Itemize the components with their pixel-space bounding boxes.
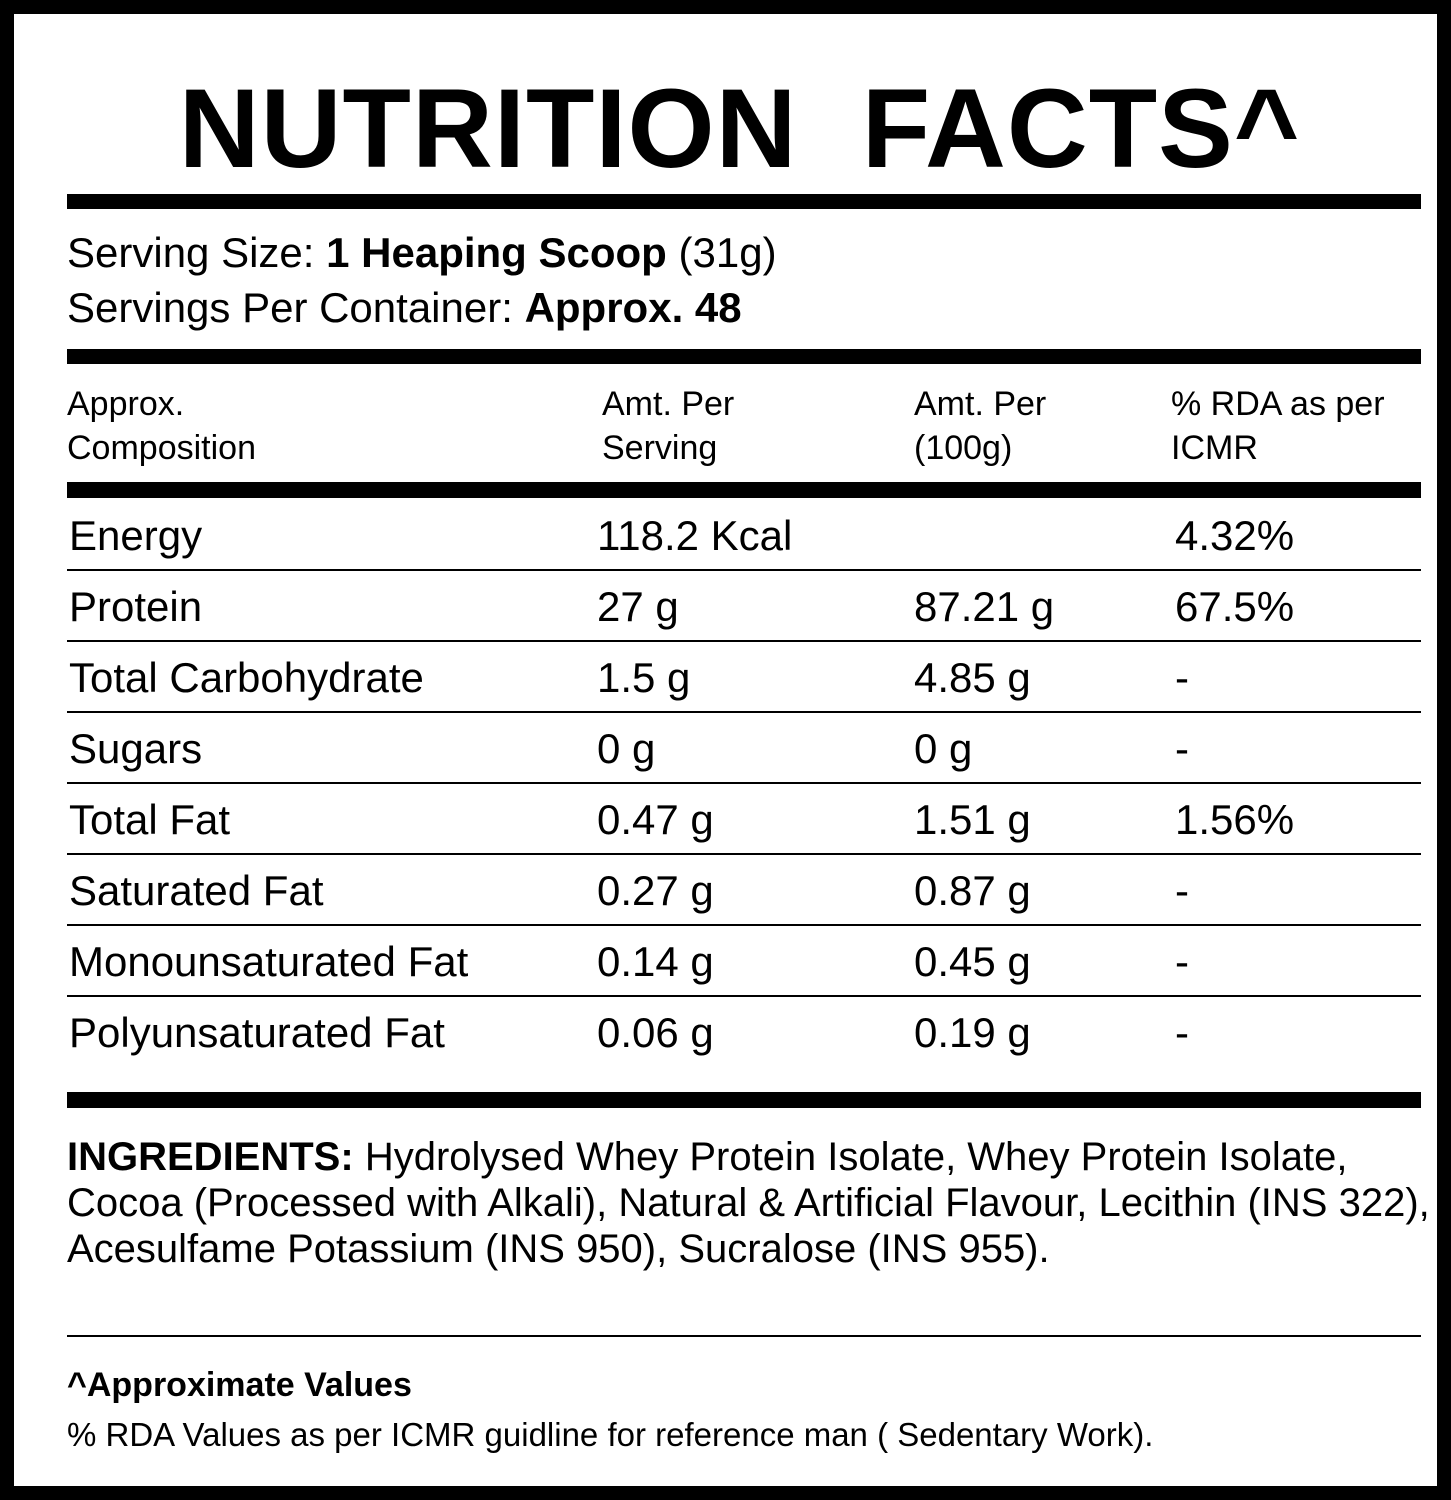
ingredients-text: Hydrolysed Whey Protein Isolate, Whey Pr…: [67, 1135, 1430, 1271]
nutrient-name: Total Carbohydrate: [69, 654, 424, 701]
nutrient-value: 1.51 g: [914, 796, 1031, 843]
nutrient-row: Energy 118.2 Kcal 4.32%: [67, 500, 1421, 571]
serving-size-value: 1 Heaping Scoop: [326, 229, 667, 276]
nutrient-value: 0.87 g: [914, 867, 1031, 914]
nutrient-value: 0 g: [597, 725, 656, 772]
header-cell: Amt. Per Serving: [602, 385, 735, 467]
header-cell: Approx. Composition: [67, 385, 256, 467]
nutrient-name: Energy: [69, 512, 203, 559]
nutrient-value: -: [1175, 938, 1189, 985]
nutrient-value: 87.21 g: [914, 583, 1055, 630]
header-cell: % RDA as per ICMR: [1171, 385, 1385, 467]
servings-per-container: Servings Per Container: Approx. 48: [67, 283, 742, 333]
thick-rule: [67, 482, 1421, 498]
nutrient-value: -: [1175, 867, 1189, 914]
title: NUTRITION FACTS^: [178, 66, 1301, 191]
footnote-title: ^Approximate Values: [67, 1366, 412, 1404]
nutrient-value: 0 g: [914, 725, 973, 772]
nutrient-name: Sugars: [69, 725, 203, 772]
nutrient-value: 0.45 g: [914, 938, 1031, 985]
servings-label: Servings Per Container:: [67, 284, 513, 331]
nutrient-row: Sugars 0 g 0 g -: [67, 713, 1421, 784]
nutrient-row: Total Carbohydrate 1.5 g 4.85 g -: [67, 642, 1421, 713]
nutrient-name: Saturated Fat: [69, 867, 324, 914]
nutrient-name: Polyunsaturated Fat: [69, 1009, 445, 1056]
thin-rule: [67, 1335, 1421, 1337]
header-cell: Amt. Per (100g): [914, 385, 1047, 467]
nutrient-value: 67.5%: [1175, 583, 1295, 630]
nutrient-row: Polyunsaturated Fat 0.06 g 0.19 g -: [67, 997, 1421, 1068]
nutrient-value: -: [1175, 1009, 1189, 1056]
nutrient-value: 118.2 Kcal: [597, 512, 793, 559]
nutrient-value: 27 g: [597, 583, 679, 630]
nutrient-value: 1.5 g: [597, 654, 691, 701]
nutrient-name: Protein: [69, 583, 203, 630]
nutrient-value: 0.19 g: [914, 1009, 1031, 1056]
thick-rule: [67, 1092, 1421, 1108]
nutrient-value: 0.47 g: [597, 796, 714, 843]
nutrient-value: -: [1175, 725, 1189, 772]
nutrient-value: -: [1175, 654, 1189, 701]
thick-rule: [67, 194, 1421, 209]
servings-value: Approx. 48: [524, 284, 742, 331]
nutrient-name: Monounsaturated Fat: [69, 938, 469, 985]
nutrient-row: Saturated Fat 0.27 g 0.87 g -: [67, 855, 1421, 926]
nutrient-row: Monounsaturated Fat 0.14 g 0.45 g -: [67, 926, 1421, 997]
ingredients-label: INGREDIENTS:: [67, 1135, 354, 1179]
ingredients: INGREDIENTS: Hydrolysed Whey Protein Iso…: [67, 1134, 1437, 1272]
thick-rule: [67, 349, 1421, 364]
nutrient-row: Protein 27 g 87.21 g 67.5%: [67, 571, 1421, 642]
footnote-text: % RDA Values as per ICMR guidline for re…: [67, 1416, 1154, 1453]
serving-size-label: Serving Size:: [67, 229, 315, 276]
nutrient-value: 4.85 g: [914, 654, 1031, 701]
serving-size-weight: (31g): [678, 229, 777, 276]
serving-size: Serving Size: 1 Heaping Scoop (31g): [67, 228, 777, 278]
nutrient-value: 1.56%: [1175, 796, 1295, 843]
nutrient-row: Total Fat 0.47 g 1.51 g 1.56%: [67, 784, 1421, 855]
nutrient-value: 0.27 g: [597, 867, 714, 914]
nutrient-name: Total Fat: [69, 796, 231, 843]
nutrient-value: 0.06 g: [597, 1009, 714, 1056]
nutrient-value: 0.14 g: [597, 938, 714, 985]
nutrient-value: 4.32%: [1175, 512, 1295, 559]
nutrient-table: Energy 118.2 Kcal 4.32% Protein 27 g 87.21 g 6…: [67, 500, 1421, 1068]
